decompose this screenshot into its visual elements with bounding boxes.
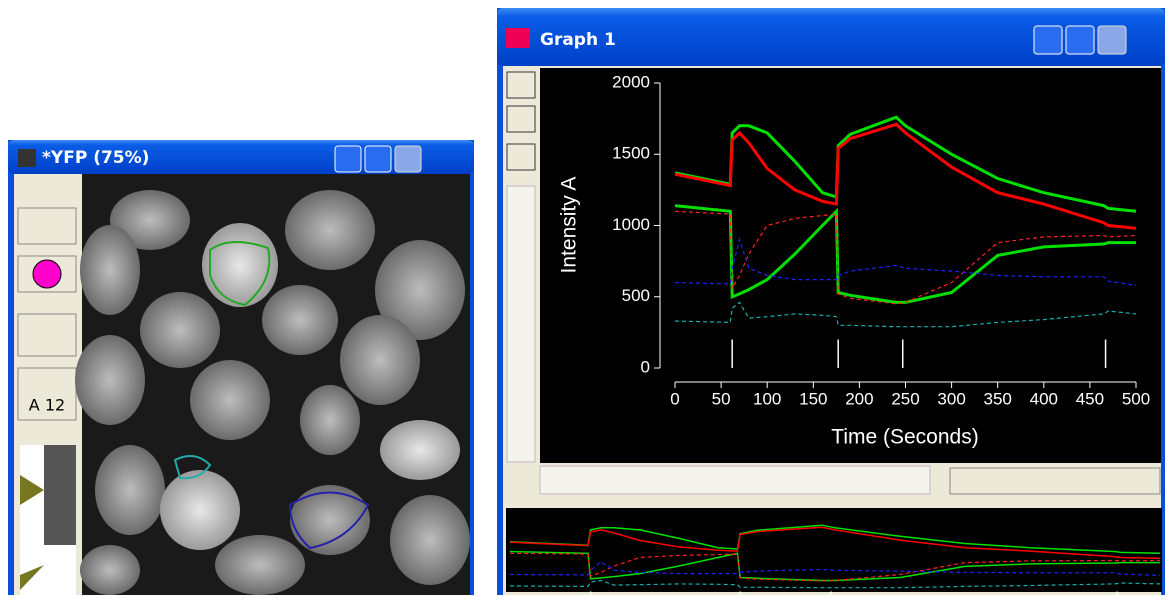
minimize-button[interactable] — [1034, 26, 1062, 54]
page: *YFP (75%) A 12 Graph 1 0500100015002000… — [0, 0, 1171, 595]
minimize-button[interactable] — [335, 146, 361, 172]
horizontal-scrollbar[interactable] — [540, 466, 930, 494]
maximize-button[interactable] — [365, 146, 391, 172]
graph-window: Graph 1 — [497, 8, 1165, 595]
window-icon — [18, 149, 36, 167]
histogram-fill — [44, 445, 76, 545]
color-wheel-icon — [33, 260, 61, 288]
fit-button[interactable] — [507, 72, 535, 98]
x-tick-label: 150 — [799, 389, 827, 408]
y-tick-label: 1000 — [612, 215, 650, 234]
window-title: *YFP (75%) — [42, 148, 149, 168]
close-button[interactable] — [395, 146, 421, 172]
x-tick-label: 50 — [712, 389, 731, 408]
screen: *YFP (75%) A 12 Graph 1 0500100015002000… — [0, 0, 1171, 595]
x-tick-label: 200 — [845, 389, 873, 408]
x-tick-label: 350 — [984, 389, 1012, 408]
lut-tool[interactable] — [18, 314, 76, 356]
x-tick-label: 250 — [891, 389, 919, 408]
x-tick-label: 400 — [1030, 389, 1058, 408]
overview-panel[interactable] — [506, 508, 1162, 592]
x-tick-label: 450 — [1076, 389, 1104, 408]
image-window: *YFP (75%) A 12 — [8, 140, 474, 595]
zoom-tool[interactable] — [18, 208, 76, 244]
x-axis-label: Time (Seconds) — [831, 426, 978, 449]
scale-tool-label: A 12 — [29, 396, 65, 415]
x-tick-label: 300 — [937, 389, 965, 408]
y-tick-label: 2000 — [612, 72, 650, 91]
close-button[interactable] — [1098, 26, 1126, 54]
maximize-button[interactable] — [1066, 26, 1094, 54]
vertical-scrollbar[interactable] — [507, 186, 535, 462]
graph-tools[interactable] — [950, 468, 1160, 494]
x-tick-label: 100 — [753, 389, 781, 408]
y-tick-label: 0 — [641, 357, 650, 376]
y-tick-label: 500 — [622, 286, 650, 305]
zoom-in-button[interactable] — [507, 144, 535, 170]
x-tick-label: 0 — [670, 389, 679, 408]
y-tick-label: 1500 — [612, 144, 650, 163]
y-axis-label: Intensity A — [558, 177, 581, 274]
window-icon — [506, 28, 530, 48]
x-tick-label: 500 — [1122, 389, 1150, 408]
window-title: Graph 1 — [540, 30, 616, 50]
zoom-out-button[interactable] — [507, 106, 535, 132]
